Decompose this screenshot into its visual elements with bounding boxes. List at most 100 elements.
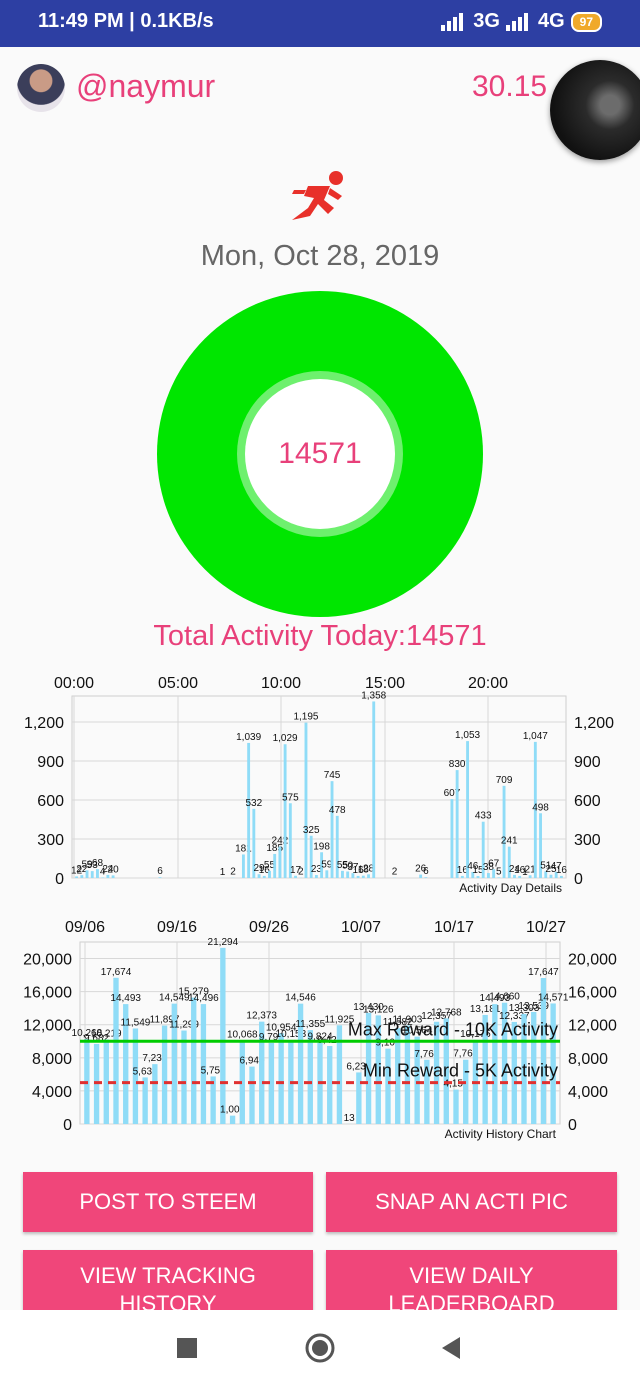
- y-tick-label-right: 0: [574, 871, 583, 888]
- bar: [210, 1076, 216, 1124]
- bar: [158, 877, 162, 878]
- bar-value-label: 14,493: [110, 993, 141, 1004]
- bar-value-label: 1,047: [523, 731, 548, 742]
- bar-value-label: 6: [423, 866, 429, 877]
- balance: 30.15: [472, 70, 548, 103]
- view-tracking-history-button[interactable]: VIEW TRACKING HISTORY: [23, 1250, 313, 1310]
- bar: [450, 799, 454, 878]
- post-to-steem-button[interactable]: POST TO STEEM: [23, 1172, 313, 1232]
- chart-description: Activity History Chart: [445, 1127, 557, 1141]
- view-daily-leaderboard-button[interactable]: VIEW DAILY LEADERBOARD: [326, 1250, 617, 1310]
- bar: [550, 1003, 556, 1124]
- bar: [372, 701, 376, 878]
- y-tick-label-left: 300: [37, 832, 64, 849]
- bar: [278, 1033, 284, 1124]
- bar: [559, 875, 563, 878]
- x-tick-label: 10/17: [434, 919, 474, 936]
- bar: [309, 835, 313, 878]
- ring-center: [245, 379, 395, 529]
- bar-value-label: 1: [522, 867, 528, 878]
- bar: [200, 1004, 207, 1124]
- bar: [96, 869, 99, 878]
- back-icon[interactable]: [440, 1337, 462, 1359]
- bar: [375, 1015, 381, 1124]
- bar: [544, 871, 548, 878]
- bar: [152, 1064, 158, 1124]
- bar: [268, 870, 271, 878]
- bar-value-label: 10,954: [266, 1022, 297, 1033]
- x-tick-label: 10/27: [526, 919, 566, 936]
- bar-value-label: 16: [457, 865, 469, 876]
- bar: [492, 1004, 498, 1124]
- bar-value-label: 10,068: [227, 1030, 258, 1041]
- bar-value-label: 2: [230, 867, 236, 878]
- y-tick-label-right: 0: [568, 1117, 577, 1134]
- bar: [304, 722, 308, 878]
- y-tick-label-left: 1,200: [24, 715, 64, 732]
- bar: [294, 875, 297, 878]
- username: @naymur: [76, 68, 216, 104]
- bar-value-label: 10,564: [402, 1026, 433, 1037]
- recent-apps-icon[interactable]: [177, 1338, 197, 1358]
- bar: [549, 874, 553, 878]
- bar-value-label: 13,539: [518, 1001, 549, 1012]
- x-tick-label: 09/26: [249, 919, 289, 936]
- bar-value-label: 1,195: [293, 712, 318, 723]
- bar: [247, 742, 251, 878]
- bar-value-label: 478: [329, 805, 346, 816]
- day-activity-chart: 00:00 05:00 10:00 15:00 20:00 0 0 300 300 600 600 9…: [24, 675, 614, 895]
- bar-value-label: 745: [324, 770, 341, 781]
- bar: [346, 871, 350, 878]
- home-icon[interactable]: [305, 1333, 335, 1363]
- bar-value-label: 50: [342, 861, 354, 872]
- total-activity-label: Total Activity Today:14571: [153, 620, 487, 652]
- bar-value-label: 10,175: [460, 1029, 491, 1040]
- bar: [395, 1028, 401, 1124]
- bar: [528, 875, 532, 878]
- bar-value-label: 14,549: [159, 993, 190, 1004]
- bar: [171, 1003, 177, 1124]
- bar-value-label: 4: [100, 866, 106, 877]
- bar-value-label: 11,355: [295, 1019, 325, 1030]
- y-tick-label-left: 0: [55, 871, 64, 888]
- bar-value-label: 23: [311, 864, 323, 875]
- bar: [443, 1018, 449, 1124]
- bar: [492, 869, 496, 878]
- bar: [325, 870, 329, 878]
- bar: [335, 815, 339, 878]
- date-label: Mon, Oct 28, 2019: [200, 240, 440, 272]
- bar: [531, 1011, 537, 1124]
- bar: [241, 854, 245, 878]
- bar-value-label: 185: [266, 843, 283, 854]
- avatar[interactable]: [17, 64, 65, 112]
- bar: [455, 770, 459, 878]
- bar-value-label: 24: [509, 864, 521, 875]
- bar: [356, 1072, 362, 1124]
- y-tick-label-left: 16,000: [23, 985, 72, 1002]
- bar-value-label: 14,493: [480, 993, 511, 1004]
- bar-value-label: 16: [514, 865, 526, 876]
- bar-value-label: 20: [108, 864, 120, 875]
- bar: [132, 1028, 139, 1124]
- snap-acti-pic-button[interactable]: SNAP AN ACTI PIC: [326, 1172, 617, 1232]
- network-label-2: 4G: [537, 10, 565, 32]
- status-time: 11:49 PM | 0.1KB/s: [38, 10, 214, 32]
- x-tick-label: 10:00: [261, 675, 301, 692]
- bar-value-label: 1,039: [236, 732, 261, 743]
- signal-icon-2: [505, 12, 528, 31]
- y-tick-label-right: 300: [574, 832, 601, 849]
- bar: [463, 1059, 469, 1124]
- y-tick-label-right: 20,000: [568, 952, 617, 969]
- x-tick-label: 09/06: [65, 919, 105, 936]
- bar-value-label: 25: [545, 864, 557, 875]
- bar: [80, 875, 84, 878]
- bar: [85, 870, 89, 878]
- y-tick-label-left: 600: [37, 793, 64, 810]
- bar-value-label: 16: [556, 865, 568, 876]
- bar: [229, 1115, 236, 1124]
- bar-value-label: 12,357: [421, 1011, 452, 1022]
- nav-bar: [0, 1310, 640, 1387]
- profile-photo[interactable]: [550, 60, 640, 160]
- bar-value-label: 498: [532, 802, 549, 813]
- bar-value-label: 55: [264, 860, 276, 871]
